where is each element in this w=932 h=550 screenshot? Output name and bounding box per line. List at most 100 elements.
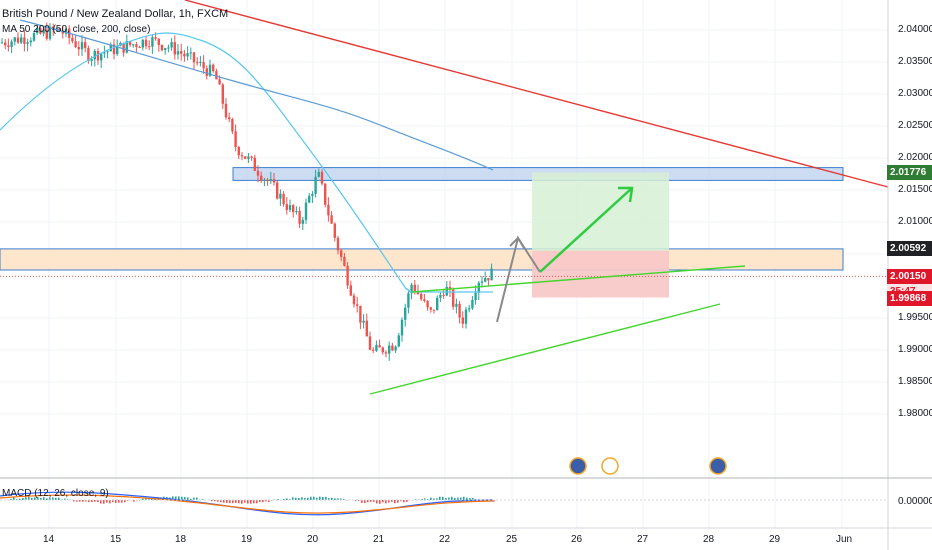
candle-body [474, 292, 477, 300]
time-tick-label: 18 [175, 534, 187, 545]
candle-body [311, 193, 314, 196]
macd-histogram-bar [304, 498, 306, 500]
nz-event-icon [569, 457, 587, 475]
macd-histogram-bar [376, 500, 378, 504]
macd-histogram-bar [28, 496, 30, 500]
macd-histogram-bar [133, 500, 135, 502]
candle-body [141, 39, 144, 48]
macd-histogram-bar [142, 498, 144, 500]
candle-body [308, 195, 311, 203]
macd-line [0, 491, 494, 516]
candle-body [173, 42, 176, 55]
candle-body [128, 41, 132, 46]
candle-body [480, 281, 484, 283]
macd-histogram-bar [256, 500, 258, 504]
candle-body [464, 309, 468, 324]
candle-body [42, 29, 45, 34]
price-tick-label: 2.02500 [898, 120, 932, 131]
nz-event-icon [709, 457, 727, 475]
candle-body [324, 183, 327, 205]
candle-body [80, 42, 84, 50]
candle-body [458, 303, 461, 318]
candle-body [212, 64, 215, 72]
macd-histogram-bar [67, 499, 69, 500]
candle-body [282, 193, 285, 205]
macd-histogram-bar [103, 500, 105, 504]
candle-body [330, 215, 333, 224]
candle-body [148, 46, 151, 48]
price-tick-label: 1.98000 [898, 408, 932, 419]
macd-histogram-bar [463, 496, 465, 500]
candle-body [20, 37, 23, 43]
current-price-tag: 2.00150 [887, 269, 932, 285]
macd-histogram-bar [196, 497, 198, 500]
candle-body [317, 171, 320, 177]
candle-body [295, 210, 298, 213]
candle-body [384, 352, 388, 354]
macd-histogram-bar [358, 500, 360, 501]
candle-body [93, 50, 96, 60]
trend-drawings [184, 0, 889, 475]
candle-body [375, 345, 378, 351]
macd-histogram-bar [97, 500, 99, 503]
time-tick-label: 15 [110, 534, 122, 545]
macd-histogram-bar [307, 497, 309, 500]
candle-body [420, 294, 423, 300]
macd-histogram-bar [298, 498, 300, 500]
macd-histogram-bar [250, 500, 252, 504]
macd-histogram-bar [175, 496, 177, 500]
candle-body [116, 46, 119, 55]
macd-histogram-bar [76, 500, 78, 502]
macd-histogram-bar [382, 500, 384, 503]
macd-histogram-bar [301, 497, 303, 500]
candle-body [356, 304, 359, 306]
candle-body [132, 44, 135, 46]
macd-histogram-bar [403, 500, 405, 503]
macd-histogram-bar [391, 500, 393, 502]
macd-histogram-bar [373, 500, 375, 502]
macd-histogram-bar [445, 498, 447, 500]
macd-histogram-bar [259, 500, 261, 502]
candle-body [90, 59, 93, 61]
candle-body [135, 44, 138, 48]
candle-body [77, 47, 80, 50]
candle-body [333, 223, 336, 238]
candle-body [87, 48, 90, 61]
macd-histogram-bar [355, 500, 357, 501]
macd-histogram-bar [400, 500, 402, 502]
candle-body [231, 119, 234, 132]
candle-body [413, 284, 416, 292]
time-tick-label: 19 [241, 534, 253, 545]
macd-histogram-bar [16, 498, 18, 500]
time-tick-label: 29 [769, 534, 781, 545]
candle-body [253, 157, 256, 171]
macd-histogram-bar [472, 497, 474, 500]
candle-body [183, 53, 186, 57]
candle-body [391, 345, 394, 351]
candle-body [237, 147, 240, 156]
candle-body [455, 303, 458, 307]
candle-body [269, 179, 272, 182]
candle-body [461, 317, 464, 324]
time-tick-label: 27 [637, 534, 649, 545]
candle-body [186, 53, 189, 57]
macd-histogram-bar [268, 500, 270, 502]
ma-indicator-label: MA 50 200 (50, close, 200, close) [2, 24, 151, 35]
price-tick-label: 2.01000 [898, 216, 932, 227]
candle-body [13, 37, 16, 42]
candle-body [442, 294, 445, 296]
time-tick-label: 25 [506, 534, 518, 545]
candle-body [266, 179, 269, 182]
macd-histogram-bar [457, 497, 459, 500]
candle-body [260, 175, 263, 181]
macd-histogram-bar [454, 497, 456, 500]
candle-body [29, 40, 32, 43]
macd-histogram-bar [46, 498, 48, 500]
projection-arrow-green [539, 187, 633, 273]
macd-histogram-bar [37, 497, 39, 500]
macd-histogram-bar [388, 500, 390, 503]
macd-histogram-bar [181, 496, 183, 500]
macd-histogram-bar [226, 500, 228, 503]
candle-body [39, 28, 42, 34]
